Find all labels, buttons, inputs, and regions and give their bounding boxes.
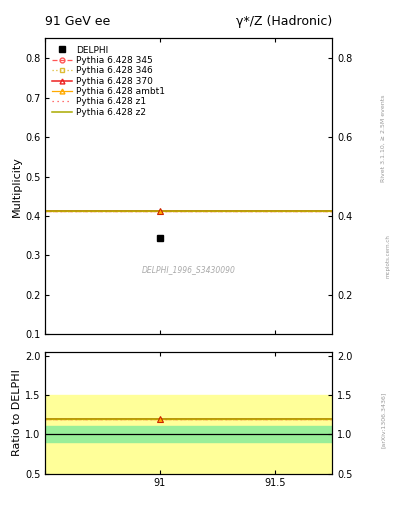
Text: mcplots.cern.ch: mcplots.cern.ch [386,234,391,278]
Bar [45,426,332,442]
Legend: DELPHI, Pythia 6.428 345, Pythia 6.428 346, Pythia 6.428 370, Pythia 6.428 ambt1: DELPHI, Pythia 6.428 345, Pythia 6.428 3… [50,43,167,119]
Text: 91 GeV ee: 91 GeV ee [45,15,110,28]
Bar [45,395,332,474]
Y-axis label: Multiplicity: Multiplicity [12,156,22,217]
Text: γ*/Z (Hadronic): γ*/Z (Hadronic) [236,15,332,28]
Text: [arXiv:1306.3436]: [arXiv:1306.3436] [381,392,386,448]
Text: Rivet 3.1.10, ≥ 2.5M events: Rivet 3.1.10, ≥ 2.5M events [381,95,386,182]
Text: DELPHI_1996_S3430090: DELPHI_1996_S3430090 [142,265,235,274]
Y-axis label: Ratio to DELPHI: Ratio to DELPHI [12,369,22,456]
